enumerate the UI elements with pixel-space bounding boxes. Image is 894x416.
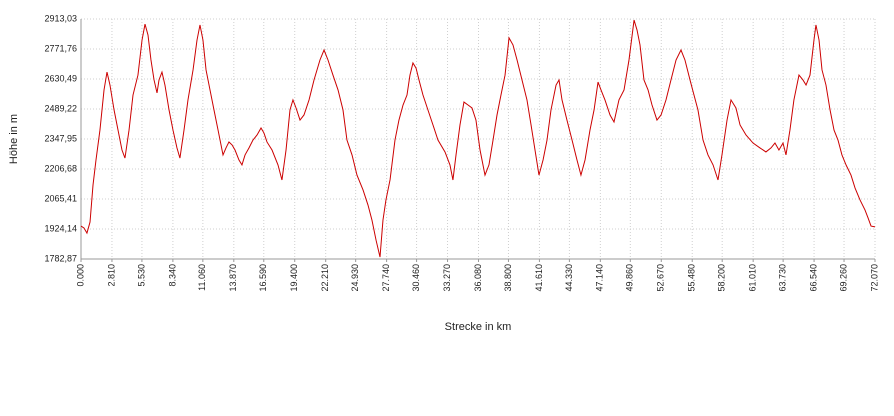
y-tick-label: 2913,03 (44, 13, 77, 23)
x-tick-label: 19.400 (289, 264, 299, 292)
y-tick-label: 1924,14 (44, 223, 77, 233)
x-tick-label: 0.000 (75, 264, 85, 287)
x-tick-label: 24.930 (350, 264, 360, 292)
x-tick-label: 41.610 (534, 264, 544, 292)
x-tick-label: 2.810 (106, 264, 116, 287)
x-tick-label: 49.860 (625, 264, 635, 292)
x-tick-label: 16.590 (258, 264, 268, 292)
x-tick-label: 55.480 (687, 264, 697, 292)
x-tick-label: 66.540 (808, 264, 818, 292)
x-tick-label: 58.200 (717, 264, 727, 292)
y-tick-label: 1782,87 (44, 253, 77, 263)
x-tick-label: 11.060 (197, 264, 207, 291)
x-tick-label: 27.740 (381, 264, 391, 292)
x-axis-title: Strecke in km (445, 321, 512, 333)
x-tick-label: 47.140 (595, 264, 605, 292)
x-tick-label: 33.270 (442, 264, 452, 292)
x-tick-label: 44.330 (564, 264, 574, 292)
x-tick-label: 72.070 (869, 264, 879, 292)
x-tick-label: 36.080 (473, 264, 483, 292)
y-tick-label: 2206,68 (44, 163, 77, 173)
y-axis-title: Höhe in m (8, 114, 20, 164)
x-tick-label: 22.210 (320, 264, 330, 292)
x-tick-label: 13.870 (228, 264, 238, 292)
y-tick-label: 2771,76 (44, 43, 77, 53)
x-tick-label: 30.460 (411, 264, 421, 292)
x-tick-label: 69.260 (838, 264, 848, 292)
x-tick-label: 52.670 (656, 264, 666, 292)
x-tick-label: 8.340 (167, 264, 177, 287)
x-tick-label: 63.730 (777, 264, 787, 292)
x-tick-label: 61.010 (748, 264, 758, 292)
x-tick-label: 5.530 (136, 264, 146, 287)
y-tick-label: 2489,22 (44, 103, 77, 113)
y-tick-label: 2065,41 (44, 193, 77, 203)
y-tick-label: 2347,95 (44, 133, 77, 143)
x-tick-label: 38.800 (503, 264, 513, 292)
y-tick-label: 2630,49 (44, 73, 77, 83)
elevation-line (80, 19, 876, 258)
